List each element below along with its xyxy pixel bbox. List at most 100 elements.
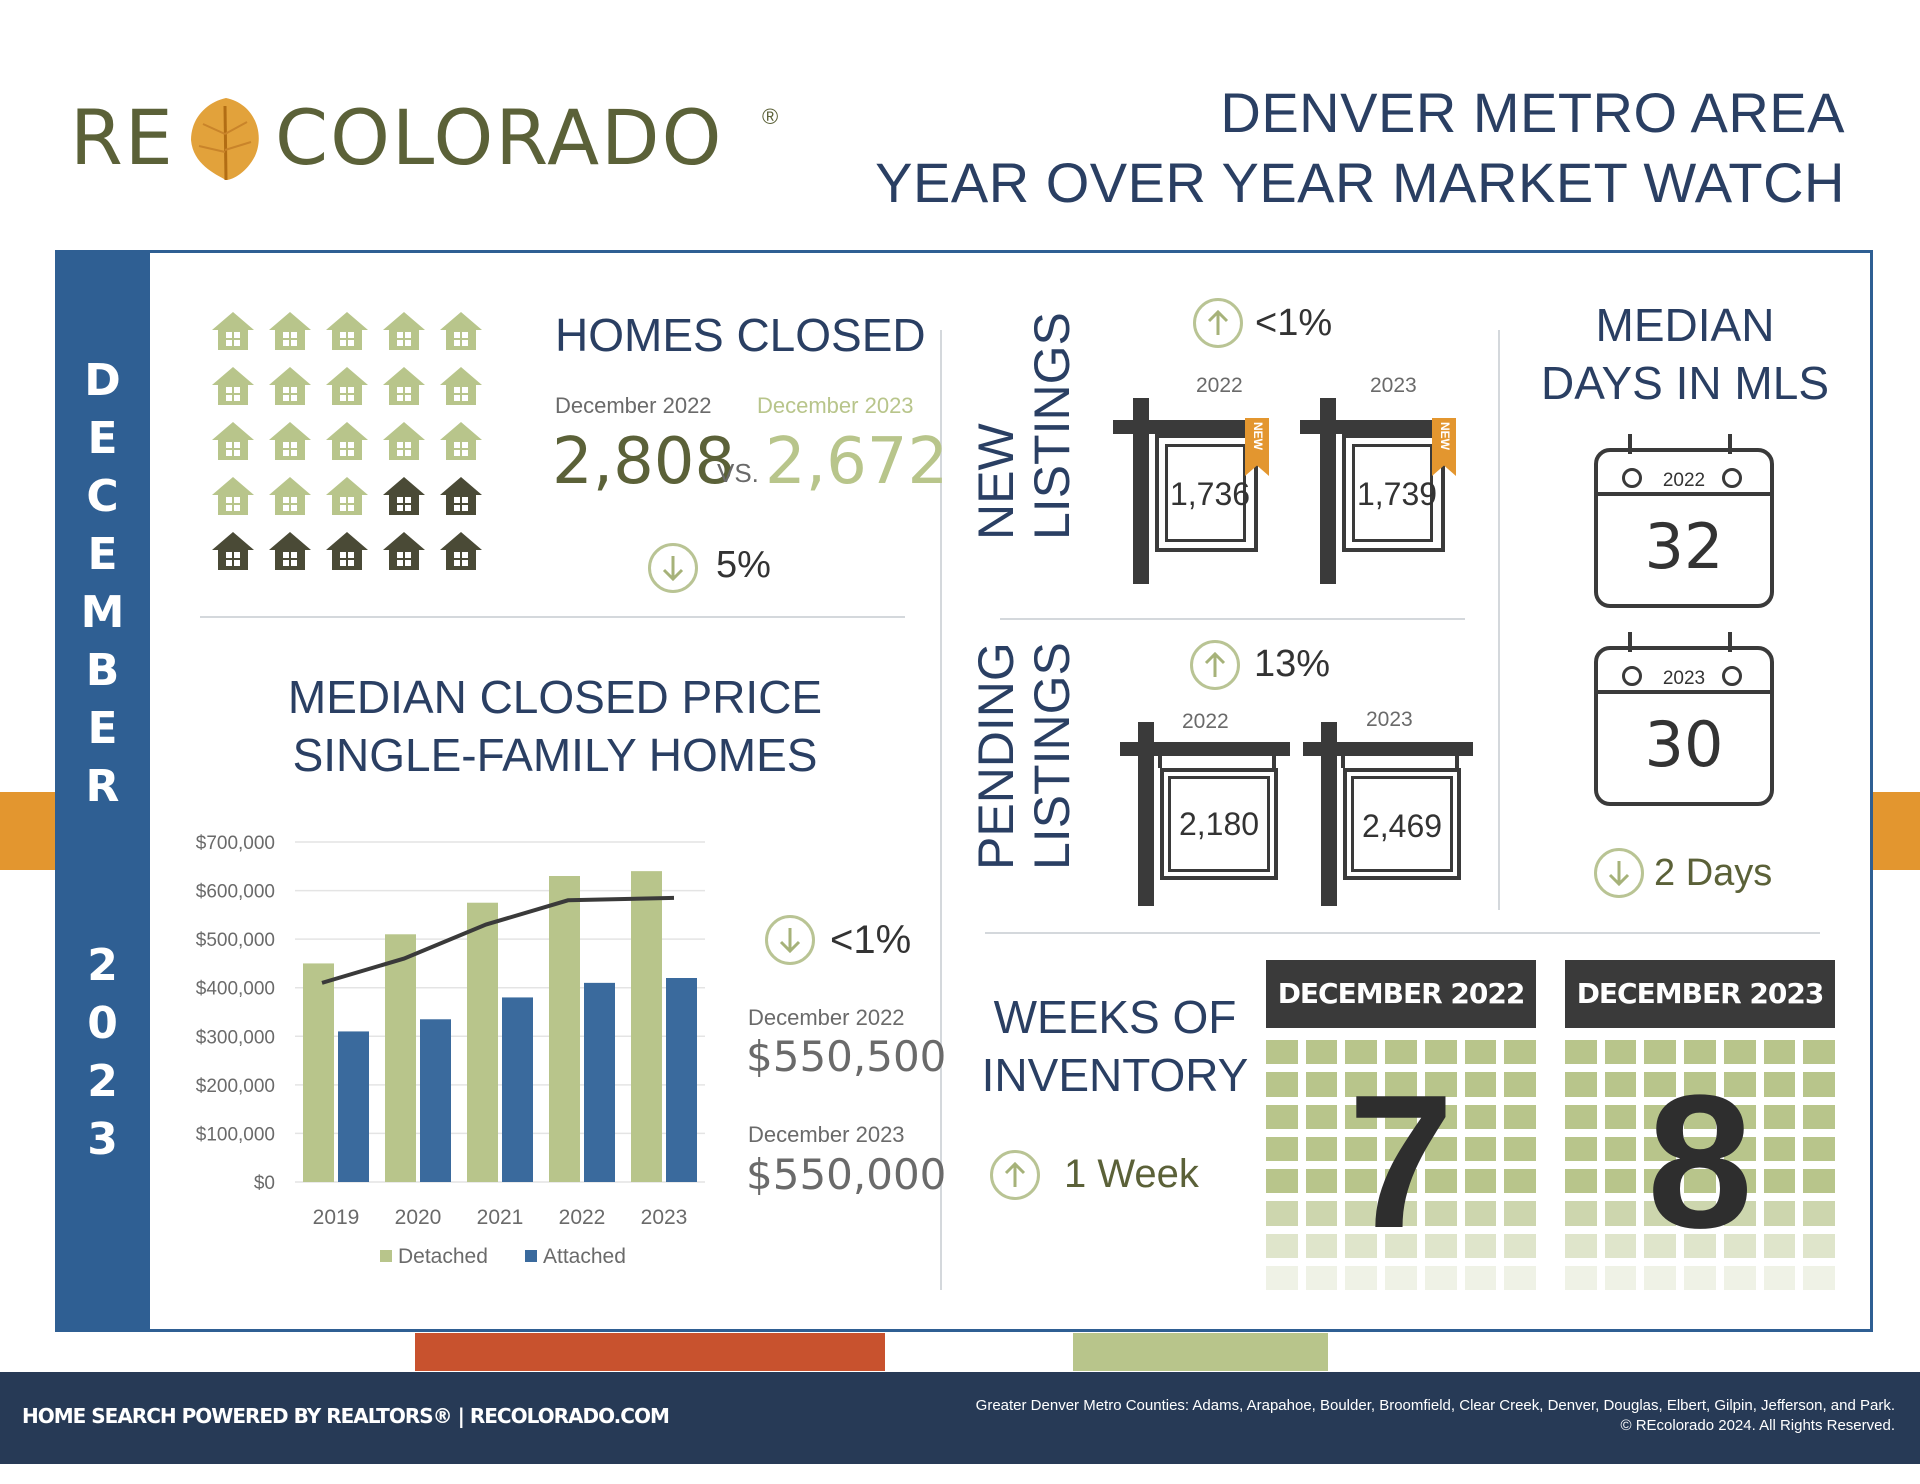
house-icon	[324, 365, 368, 405]
house-icon	[210, 475, 254, 515]
trend-line	[321, 895, 675, 985]
sidebar-month-letter: M	[80, 587, 125, 638]
pending-listings-change: 13%	[1254, 643, 1331, 685]
calendar-cell	[1723, 1136, 1756, 1161]
calendar-cell	[1266, 1104, 1298, 1129]
median-price-title-line1: MEDIAN CLOSED PRICE	[287, 671, 823, 723]
x-tick-label: 2023	[641, 1206, 688, 1229]
calendar-cell	[1604, 1265, 1637, 1290]
calendar-cell	[1504, 1104, 1536, 1129]
divider-listings	[1000, 618, 1465, 620]
calendar-cell	[1266, 1072, 1298, 1097]
days-mls-title: MEDIAN DAYS IN MLS	[1525, 296, 1845, 412]
pending-listings-year-2022: 2022	[1182, 710, 1229, 733]
calendar-cell	[1345, 1072, 1378, 1097]
median-price-title: MEDIAN CLOSED PRICE SINGLE-FAMILY HOMES	[250, 668, 860, 784]
house-icon	[210, 310, 254, 350]
bar-detached	[631, 871, 662, 1182]
bar-attached	[420, 1019, 451, 1182]
calendar-cell	[1504, 1136, 1536, 1161]
weeks-inventory-title-line2: INVENTORY	[981, 1049, 1249, 1101]
calendar-cell	[1644, 1136, 1677, 1161]
median-price-value-2023: $550,000	[746, 1150, 947, 1199]
calendar-cell	[1464, 1169, 1497, 1194]
sidebar-year-digit: 0	[87, 998, 118, 1049]
calendar-cell	[1723, 1104, 1756, 1129]
calendar-cell	[1565, 1040, 1597, 1065]
calendar-cell	[1385, 1265, 1417, 1290]
weeks-calendar-grid-2023	[1565, 1040, 1835, 1290]
pending-listings-title: PENDING LISTINGS	[968, 642, 1080, 870]
calendar-cell	[1305, 1104, 1338, 1129]
pending-listing-sign-2022: 2,180	[1120, 722, 1290, 907]
house-icon-grid	[210, 310, 500, 580]
house-icon	[267, 310, 311, 350]
calendar-cell	[1803, 1072, 1835, 1097]
new-listings-title: NEW LISTINGS	[968, 312, 1080, 540]
footer-left-text[interactable]: HOME SEARCH POWERED BY REALTORS® | RECOL…	[22, 1404, 670, 1428]
house-icon	[381, 530, 425, 570]
calendar-cell	[1565, 1136, 1597, 1161]
new-listings-value-2022: 1,736	[1169, 476, 1251, 512]
homes-closed-label-2023: December 2023	[757, 393, 914, 418]
new-listing-sign-2023: NEW 1,739	[1300, 398, 1456, 586]
bar-attached	[338, 1031, 369, 1182]
weeks-inventory-title: WEEKS OF INVENTORY	[965, 988, 1265, 1104]
new-listing-sign-2022: NEW 1,736	[1113, 398, 1269, 586]
calendar-cell	[1604, 1136, 1637, 1161]
bar-attached	[502, 997, 533, 1182]
pending-listings-year-2023: 2023	[1366, 708, 1413, 731]
sidebar-month-letter: E	[87, 413, 118, 464]
calendar-cell	[1803, 1201, 1835, 1226]
house-icon	[210, 365, 254, 405]
bar-attached	[666, 978, 697, 1182]
calendar-cell	[1565, 1265, 1597, 1290]
house-icon	[267, 530, 311, 570]
calendar-icon-2022: 2022 32	[1594, 434, 1774, 608]
calendar-cell	[1644, 1201, 1677, 1226]
calendar-cell	[1803, 1233, 1835, 1258]
days-mls-title-line1: MEDIAN	[1595, 299, 1775, 351]
new-listings-year-2023: 2023	[1370, 374, 1417, 397]
orange-band-left	[0, 792, 56, 870]
calendar-cell	[1345, 1104, 1378, 1129]
days-mls-change: 2 Days	[1654, 852, 1773, 894]
calendar-cell	[1604, 1040, 1637, 1065]
sidebar-month-letter: R	[85, 761, 120, 812]
weeks-inventory-value-2023: 8	[1647, 1056, 1753, 1268]
calendar-cell	[1345, 1040, 1378, 1065]
calendar-cell	[1565, 1104, 1597, 1129]
days-mls-value-2022: 32	[1644, 510, 1724, 583]
legend-label-attached: Attached	[543, 1245, 626, 1268]
calendar-cell	[1464, 1072, 1497, 1097]
footer-right-text: Greater Denver Metro Counties: Adams, Ar…	[976, 1396, 1895, 1436]
calendar-cell	[1644, 1169, 1677, 1194]
pending-listing-sign-2023: 2,469	[1303, 722, 1473, 907]
median-price-label-2023: December 2023	[748, 1122, 905, 1147]
homes-closed-title: HOMES CLOSED	[555, 309, 926, 361]
calendar-cell	[1565, 1169, 1597, 1194]
median-price-title-line2: SINGLE-FAMILY HOMES	[292, 729, 818, 781]
calendar-cell	[1723, 1233, 1756, 1258]
calendar-cell	[1385, 1040, 1417, 1065]
calendar-cell	[1763, 1040, 1796, 1065]
pending-listings-title-line1: PENDING	[968, 642, 1024, 870]
calendar-cell	[1684, 1072, 1716, 1097]
calendar-cell	[1565, 1072, 1597, 1097]
y-tick-label: $300,000	[196, 1027, 275, 1048]
calendar-cell	[1803, 1265, 1835, 1290]
calendar-cell	[1385, 1072, 1417, 1097]
footer-counties: Greater Denver Metro Counties: Adams, Ar…	[975, 1397, 1895, 1414]
orange-band-right	[1873, 792, 1920, 870]
calendar-cell	[1803, 1104, 1835, 1129]
house-icon	[210, 420, 254, 460]
bar-detached	[303, 963, 334, 1182]
calendar-cell	[1504, 1233, 1536, 1258]
house-icon	[438, 475, 482, 515]
weeks-header-2022: DECEMBER 2022	[1266, 960, 1536, 1028]
calendar-cell	[1385, 1169, 1417, 1194]
calendar-cell	[1385, 1201, 1417, 1226]
calendar-cell	[1644, 1040, 1677, 1065]
calendar-cell	[1684, 1233, 1716, 1258]
sidebar-year-digit: 2	[87, 940, 118, 991]
